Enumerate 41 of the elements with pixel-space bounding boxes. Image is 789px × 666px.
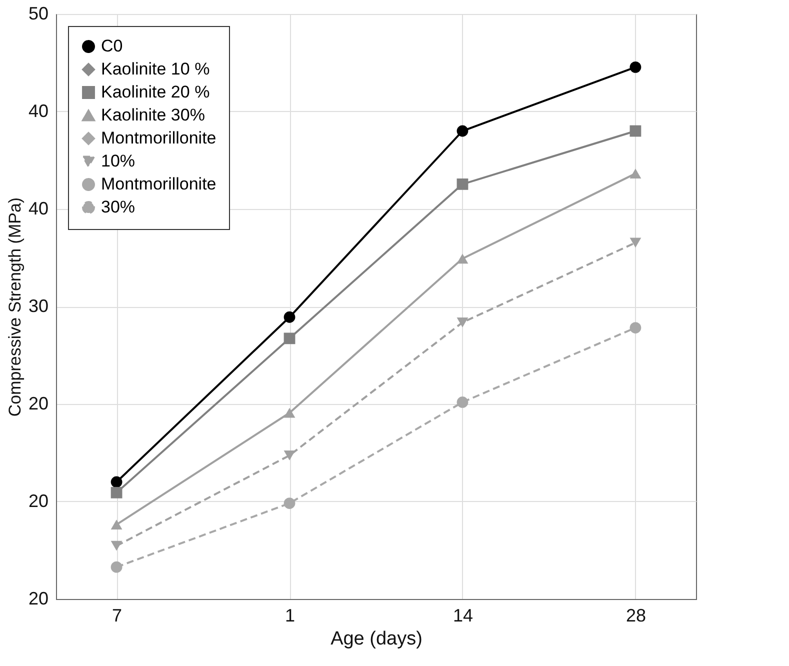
text: 20 bbox=[28, 588, 48, 608]
point bbox=[284, 311, 296, 323]
point bbox=[456, 396, 468, 408]
text: 40 bbox=[28, 101, 48, 121]
point bbox=[630, 61, 642, 73]
point bbox=[284, 498, 296, 509]
point bbox=[630, 322, 642, 334]
text: 20 bbox=[28, 491, 48, 511]
text: 20 bbox=[28, 394, 48, 414]
point bbox=[630, 125, 642, 137]
point bbox=[110, 561, 122, 573]
legend-label: Kaolinite 10 % bbox=[101, 60, 210, 78]
text: 40 bbox=[28, 198, 48, 218]
point bbox=[630, 238, 642, 248]
point bbox=[456, 318, 468, 328]
point bbox=[110, 486, 122, 498]
point bbox=[284, 332, 296, 344]
point bbox=[456, 254, 468, 264]
legend-label: 30% bbox=[101, 198, 136, 216]
point bbox=[456, 125, 468, 137]
legend-label: Kaolinite 30% bbox=[101, 106, 205, 124]
x-tick-label: 14 bbox=[452, 606, 473, 626]
point bbox=[284, 450, 296, 460]
point bbox=[456, 178, 468, 190]
legend-label: 10% bbox=[101, 152, 136, 170]
x-tick-label: 28 bbox=[626, 606, 646, 626]
text: 30 bbox=[28, 296, 48, 316]
point bbox=[110, 476, 122, 488]
legend-label: Montmorillonite bbox=[101, 174, 216, 194]
x-tick-label: 7 bbox=[112, 606, 122, 626]
legend-label: Montmorillonite bbox=[101, 128, 216, 148]
point bbox=[284, 408, 296, 418]
text: 50 bbox=[28, 4, 48, 24]
point bbox=[110, 520, 122, 530]
legend-label: Kaolinite 20 % bbox=[101, 82, 210, 102]
x-tick-label: 1 bbox=[285, 606, 296, 626]
x-axis-title: Age (days) bbox=[330, 628, 422, 650]
point bbox=[630, 168, 642, 178]
legend-label: C0 bbox=[101, 36, 123, 56]
y-axis-title: Compressive Strength (MPa) bbox=[5, 197, 24, 417]
point bbox=[110, 540, 122, 551]
